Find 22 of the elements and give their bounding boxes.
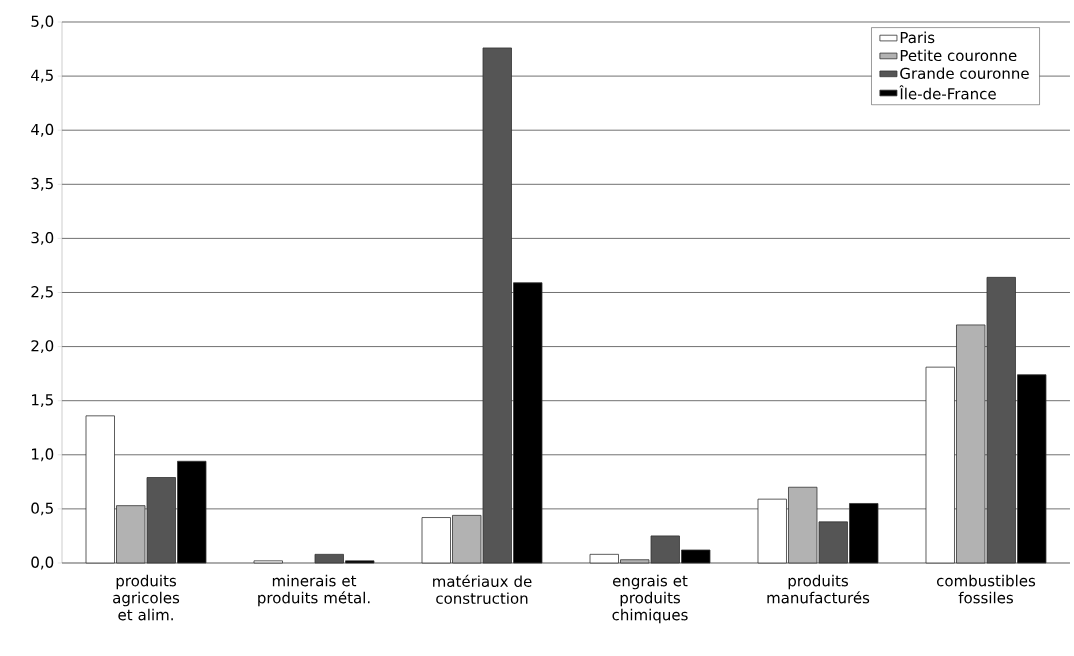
y-tick-label: 0,5 xyxy=(31,502,53,516)
y-tick-label: 3,0 xyxy=(31,231,54,245)
legend-label: Petite couronne xyxy=(900,49,1017,62)
legend-label: Île-de-France xyxy=(899,85,996,100)
y-tick-label: 1,0 xyxy=(32,448,54,462)
x-tick-label: produits agricoles et alim. xyxy=(113,574,180,621)
legend-label: Paris xyxy=(900,31,935,44)
x-tick-label: minerais et produits métal. xyxy=(258,574,370,607)
bar xyxy=(253,560,283,564)
y-tick-label: 2,0 xyxy=(31,340,54,354)
y-tick-label: 0,0 xyxy=(31,556,54,570)
y-tick-label: 1,5 xyxy=(32,394,53,408)
y-tick-label: 3,5 xyxy=(31,177,53,191)
y-tick-label: 2,5 xyxy=(31,286,53,299)
y-tick-label: 4,0 xyxy=(31,123,54,137)
x-tick-label: combustibles fossiles xyxy=(937,574,1036,604)
x-tick-label: engrais et produits chimiques xyxy=(612,574,688,624)
y-tick-label: 5,0 xyxy=(31,15,54,29)
legend-label: Grande couronne xyxy=(900,67,1029,80)
x-tick-label: produits manufacturés xyxy=(767,574,870,604)
y-tick-label: 4,5 xyxy=(31,69,53,83)
x-tick-label: matériaux de construction xyxy=(433,574,532,605)
